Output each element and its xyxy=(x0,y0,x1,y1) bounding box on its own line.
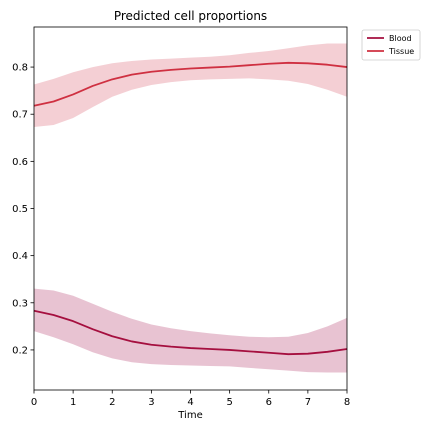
legend: Blood Tissue xyxy=(361,29,421,61)
tissue-series-line xyxy=(33,61,348,107)
tissue-confidence-band xyxy=(34,43,347,127)
x-tick-label: 8 xyxy=(344,397,350,408)
x-tick-label: 7 xyxy=(305,397,311,408)
y-tick-label: 0.6 xyxy=(12,157,28,168)
y-tick-label: 0.5 xyxy=(12,204,28,215)
series-lines xyxy=(33,61,348,356)
x-tick-label: 2 xyxy=(109,397,115,408)
x-tick-label: 6 xyxy=(266,397,272,408)
chart-title: Predicted cell proportions xyxy=(114,9,267,23)
x-axis-title: Time xyxy=(177,410,202,421)
tissue-legend-label: Tissue xyxy=(388,47,414,56)
x-tick-label: 1 xyxy=(70,397,76,408)
x-axis: 0 1 2 3 4 5 6 7 8 xyxy=(31,390,350,408)
y-tick-label: 0.8 xyxy=(12,63,28,74)
confidence-bands xyxy=(34,43,347,373)
y-tick-label: 0.7 xyxy=(12,110,28,121)
blood-series-line xyxy=(33,309,348,356)
y-tick-label: 0.4 xyxy=(12,251,28,262)
x-tick-label: 3 xyxy=(148,397,154,408)
x-tick-label: 4 xyxy=(187,397,193,408)
x-tick-label: 5 xyxy=(226,397,232,408)
blood-confidence-band xyxy=(34,288,347,373)
y-tick-label: 0.2 xyxy=(12,345,28,356)
y-axis: 0.2 0.3 0.4 0.5 0.6 0.7 0.8 xyxy=(12,63,34,356)
x-tick-label: 0 xyxy=(31,397,37,408)
blood-legend-label: Blood xyxy=(389,34,412,43)
y-tick-label: 0.3 xyxy=(12,298,28,309)
